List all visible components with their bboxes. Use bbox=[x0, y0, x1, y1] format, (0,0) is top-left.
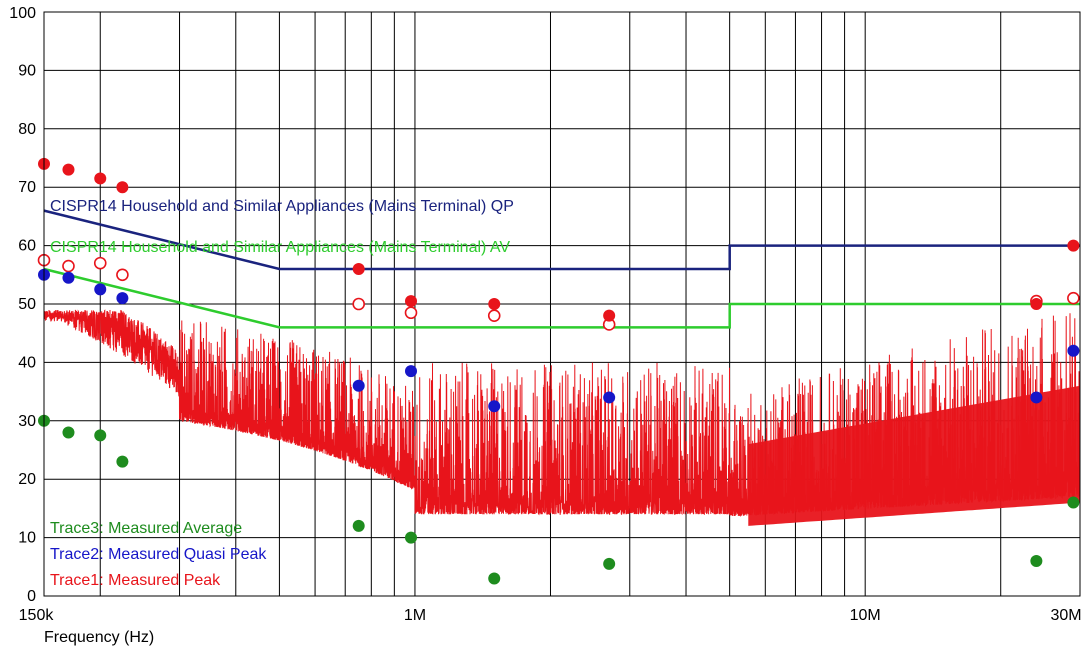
av-limit-label: CISPR14 Household and Similar Appliances… bbox=[50, 239, 510, 256]
average-marker bbox=[488, 572, 501, 585]
peak-marker bbox=[488, 298, 501, 310]
x-tick-label: 10M bbox=[850, 607, 881, 624]
peak-marker bbox=[116, 181, 129, 194]
legend-entry-peak: Trace1: Measured Peak bbox=[50, 572, 221, 589]
y-tick-label: 60 bbox=[18, 238, 36, 255]
peak-marker bbox=[352, 262, 365, 275]
quasi-peak-marker bbox=[116, 292, 129, 305]
legend-entry-quasi-peak: Trace2: Measured Quasi Peak bbox=[50, 546, 267, 563]
trace-layer bbox=[43, 309, 1081, 532]
peak-trace-line bbox=[43, 309, 1081, 517]
peak-open-marker bbox=[116, 268, 129, 282]
plot-frame bbox=[43, 11, 1081, 597]
peak-open-marker bbox=[352, 297, 365, 311]
x-tick-label: 150k bbox=[19, 607, 55, 624]
quasi-peak-marker bbox=[405, 365, 418, 378]
average-marker bbox=[352, 519, 365, 532]
average-marker bbox=[603, 557, 616, 570]
quasi-peak-marker bbox=[352, 379, 365, 392]
peak-open-marker bbox=[93, 256, 107, 270]
quasi-peak-marker bbox=[603, 391, 616, 404]
peak-marker bbox=[603, 309, 616, 322]
quasi-peak-marker bbox=[1067, 344, 1080, 357]
x-tick-label: 1M bbox=[404, 607, 426, 624]
average-marker bbox=[62, 426, 75, 439]
quasi-peak-marker bbox=[1030, 391, 1043, 404]
y-tick-label: 70 bbox=[18, 179, 36, 196]
peak-marker bbox=[62, 163, 75, 176]
text-layer: Frequency (Hz) CISPR14 Household and Sim… bbox=[44, 198, 514, 646]
axis-layer: 0 10 20 30 40 50 60 70 80 90 100 150k 1M 10M 30M bbox=[9, 5, 1081, 624]
y-tick-label: 10 bbox=[18, 530, 36, 547]
peak-trace-fill bbox=[748, 385, 1080, 532]
average-marker bbox=[405, 531, 418, 544]
average-marker bbox=[1030, 554, 1043, 567]
average-marker bbox=[1067, 496, 1080, 509]
limit-layer bbox=[43, 209, 1080, 329]
quasi-peak-marker bbox=[488, 400, 501, 413]
marker-layer bbox=[37, 157, 1080, 585]
qp-limit-label: CISPR14 Household and Similar Appliances… bbox=[50, 198, 514, 215]
quasi-peak-marker bbox=[62, 271, 75, 284]
qp-limit-line bbox=[43, 209, 1080, 271]
peak-marker bbox=[1067, 239, 1080, 252]
y-tick-label: 50 bbox=[18, 296, 36, 313]
peak-open-marker bbox=[1067, 291, 1080, 305]
av-limit-line bbox=[43, 267, 1080, 329]
y-tick-label: 100 bbox=[9, 5, 36, 22]
y-tick-label: 20 bbox=[18, 471, 36, 488]
y-tick-label: 80 bbox=[18, 121, 36, 138]
peak-open-marker bbox=[62, 259, 75, 273]
average-marker bbox=[116, 455, 129, 468]
peak-marker bbox=[1030, 298, 1043, 310]
legend-entry-average: Trace3: Measured Average bbox=[50, 520, 242, 537]
x-axis-label: Frequency (Hz) bbox=[44, 629, 154, 646]
x-tick-label: 30M bbox=[1050, 607, 1081, 624]
quasi-peak-marker bbox=[94, 283, 107, 296]
peak-marker bbox=[94, 172, 107, 185]
y-tick-label: 90 bbox=[18, 62, 36, 79]
y-tick-label: 30 bbox=[18, 413, 36, 430]
average-marker bbox=[94, 429, 107, 442]
peak-marker bbox=[405, 295, 418, 308]
y-tick-label: 40 bbox=[18, 354, 36, 371]
peak-open-marker bbox=[404, 306, 418, 320]
peak-open-marker bbox=[487, 309, 501, 322]
y-tick-label: 0 bbox=[27, 588, 36, 605]
